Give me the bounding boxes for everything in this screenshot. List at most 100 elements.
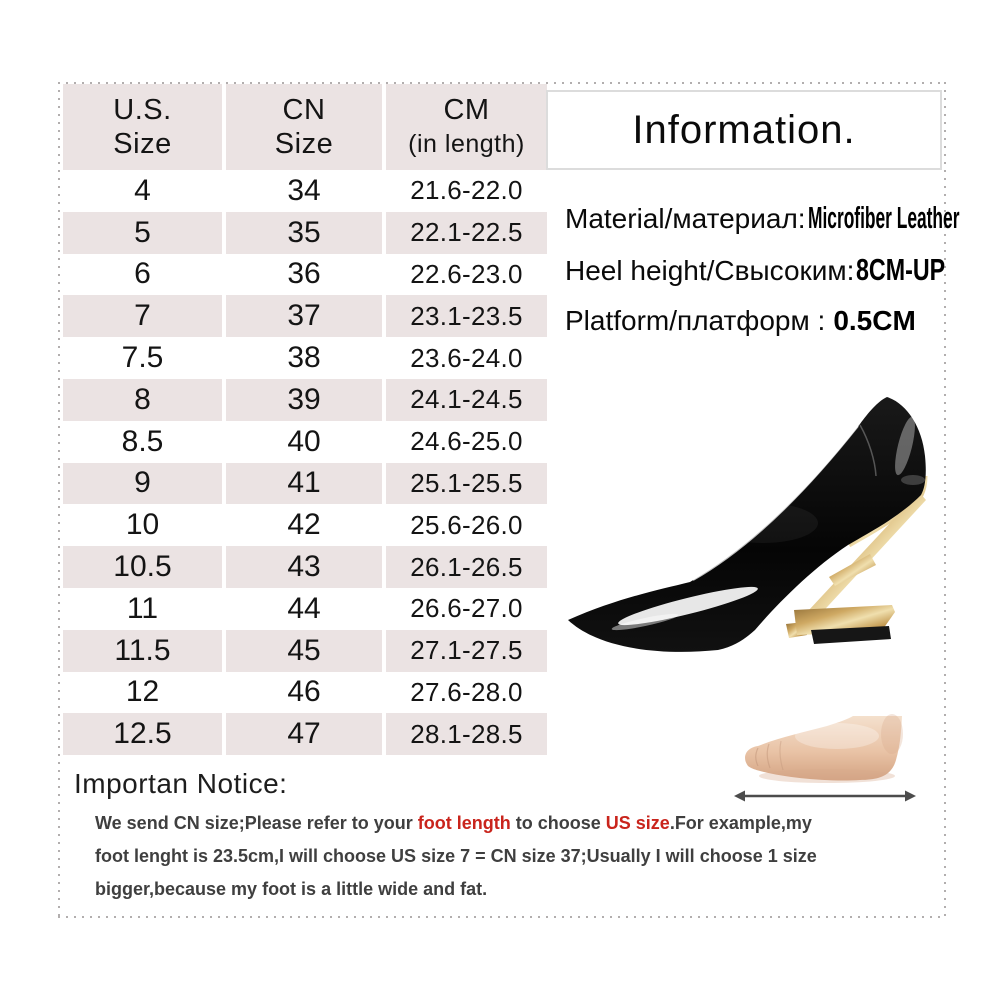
- table-row: 4 34 21.6-22.0: [63, 170, 547, 212]
- header-us-line2: Size: [113, 128, 172, 160]
- cell-cn-size: 43: [226, 546, 382, 588]
- cell-cm-length: 28.1-28.5: [386, 713, 547, 756]
- cell-cm-length: 23.6-24.0: [386, 337, 547, 379]
- foot-measurement-image: [734, 714, 916, 802]
- header-cn-line1: CN: [282, 94, 326, 126]
- foot-length-arrow-icon: [734, 790, 916, 802]
- cell-cn-size: 34: [226, 170, 382, 212]
- cell-cm-length: 26.1-26.5: [386, 546, 547, 588]
- spec-platform-value: 0.5CM: [833, 305, 916, 336]
- cell-cn-size: 44: [226, 587, 382, 630]
- cell-us-size: 12: [63, 671, 222, 714]
- spec-material-value: Microfiber Leather: [807, 200, 960, 235]
- notice-text-segment: .For example,my: [669, 813, 812, 833]
- notice-text-segment: to choose: [510, 813, 606, 833]
- table-row: 11 44 26.6-27.0: [63, 587, 547, 630]
- table-row: 6 36 22.6-23.0: [63, 253, 547, 296]
- header-cn-line2: Size: [274, 128, 334, 160]
- product-shoe-image: [568, 397, 928, 652]
- size-chart-table: U.S. Size CN Size CM (in length) 4 34 21.6…: [63, 84, 547, 756]
- size-table-body: 4 34 21.6-22.0 5 35 22.1-22.5 6 36 22.6-23.0 7 37 2…: [63, 170, 547, 756]
- cell-us-size: 4: [63, 170, 222, 212]
- header-cm-length: CM (in length): [386, 84, 547, 170]
- header-cm-line1: CM: [443, 94, 490, 126]
- cell-us-size: 12.5: [63, 713, 222, 756]
- cell-cn-size: 41: [226, 462, 382, 505]
- cell-us-size: 5: [63, 211, 222, 254]
- table-row: 7 37 23.1-23.5: [63, 295, 547, 338]
- table-row: 7.5 38 23.6-24.0: [63, 337, 547, 379]
- notice-heading: Importan Notice:: [74, 768, 288, 799]
- header-us-line1: U.S.: [113, 94, 172, 126]
- dotted-border-bottom: [58, 916, 946, 918]
- header-cn-size: CN Size: [226, 84, 382, 170]
- notice-line: bigger,because my foot is a little wide …: [95, 873, 817, 906]
- spec-material: Material/материал: Microfiber Leather: [565, 200, 1000, 236]
- cell-cm-length: 27.6-28.0: [386, 671, 547, 714]
- cell-cm-length: 24.1-24.5: [386, 378, 547, 421]
- cell-cn-size: 47: [226, 713, 382, 756]
- spec-heel-height: Heel height/Свысоким: 8CM-UP: [565, 252, 975, 288]
- cell-cm-length: 25.1-25.5: [386, 462, 547, 505]
- cell-cm-length: 21.6-22.0: [386, 170, 547, 212]
- spec-heel-label: Heel height/Свысоким:: [565, 255, 855, 286]
- cell-cn-size: 35: [226, 211, 382, 254]
- notice-text-segment: foot lenght is 23.5cm,I will choose US s…: [95, 846, 817, 866]
- cell-cm-length: 22.1-22.5: [386, 211, 547, 254]
- dotted-border-top: [58, 82, 946, 84]
- cell-us-size: 8: [63, 378, 222, 421]
- cell-cn-size: 40: [226, 420, 382, 463]
- table-row: 10 42 25.6-26.0: [63, 504, 547, 547]
- notice-body: We send CN size;Please refer to your foo…: [95, 807, 817, 906]
- info-title: Information.: [632, 107, 856, 152]
- notice-line: foot lenght is 23.5cm,I will choose US s…: [95, 840, 817, 873]
- table-row: 9 41 25.1-25.5: [63, 462, 547, 505]
- table-row: 8 39 24.1-24.5: [63, 378, 547, 421]
- dotted-border-right: [944, 82, 946, 918]
- table-row: 12 46 27.6-28.0: [63, 671, 547, 714]
- cell-us-size: 7: [63, 295, 222, 338]
- table-row: 10.5 43 26.1-26.5: [63, 546, 547, 588]
- notice-highlight-text: US size: [605, 813, 670, 833]
- cell-cm-length: 26.6-27.0: [386, 587, 547, 630]
- cell-cn-size: 42: [226, 504, 382, 547]
- cell-us-size: 7.5: [63, 337, 222, 379]
- cell-cm-length: 24.6-25.0: [386, 420, 547, 463]
- cell-us-size: 11.5: [63, 629, 222, 672]
- cell-us-size: 11: [63, 587, 222, 630]
- notice-text-segment: We send CN size;Please refer to your: [95, 813, 418, 833]
- cell-cm-length: 25.6-26.0: [386, 504, 547, 547]
- spec-platform-label: Platform/платформ :: [565, 305, 826, 336]
- header-us-size: U.S. Size: [63, 84, 222, 170]
- cell-cn-size: 46: [226, 671, 382, 714]
- cell-cn-size: 36: [226, 253, 382, 296]
- cell-cn-size: 39: [226, 378, 382, 421]
- f-heel-icon: [786, 475, 928, 644]
- spec-heel-value: 8CM-UP: [856, 252, 946, 287]
- dotted-border-left: [58, 82, 60, 918]
- notice-line: We send CN size;Please refer to your foo…: [95, 807, 817, 840]
- cell-us-size: 6: [63, 253, 222, 296]
- spec-platform: Platform/платформ :0.5CM: [565, 305, 916, 337]
- table-row: 5 35 22.1-22.5: [63, 211, 547, 254]
- cell-cn-size: 37: [226, 295, 382, 338]
- cell-us-size: 10.5: [63, 546, 222, 588]
- foot-shape: [745, 716, 902, 781]
- cell-us-size: 10: [63, 504, 222, 547]
- cell-cm-length: 23.1-23.5: [386, 295, 547, 338]
- table-row: 12.5 47 28.1-28.5: [63, 713, 547, 756]
- shoe-body: [568, 397, 926, 652]
- cell-us-size: 9: [63, 462, 222, 505]
- cell-cm-length: 22.6-23.0: [386, 253, 547, 296]
- header-cm-line2: (in length): [408, 130, 525, 158]
- notice-text-segment: bigger,because my foot is a little wide …: [95, 879, 488, 899]
- table-header-row: U.S. Size CN Size CM (in length): [63, 84, 547, 170]
- table-row: 11.5 45 27.1-27.5: [63, 629, 547, 672]
- cell-cm-length: 27.1-27.5: [386, 629, 547, 672]
- cell-us-size: 8.5: [63, 420, 222, 463]
- cell-cn-size: 45: [226, 629, 382, 672]
- cell-cn-size: 38: [226, 337, 382, 379]
- notice-highlight-text: foot length: [417, 813, 511, 833]
- info-panel-header: Information.: [546, 90, 942, 170]
